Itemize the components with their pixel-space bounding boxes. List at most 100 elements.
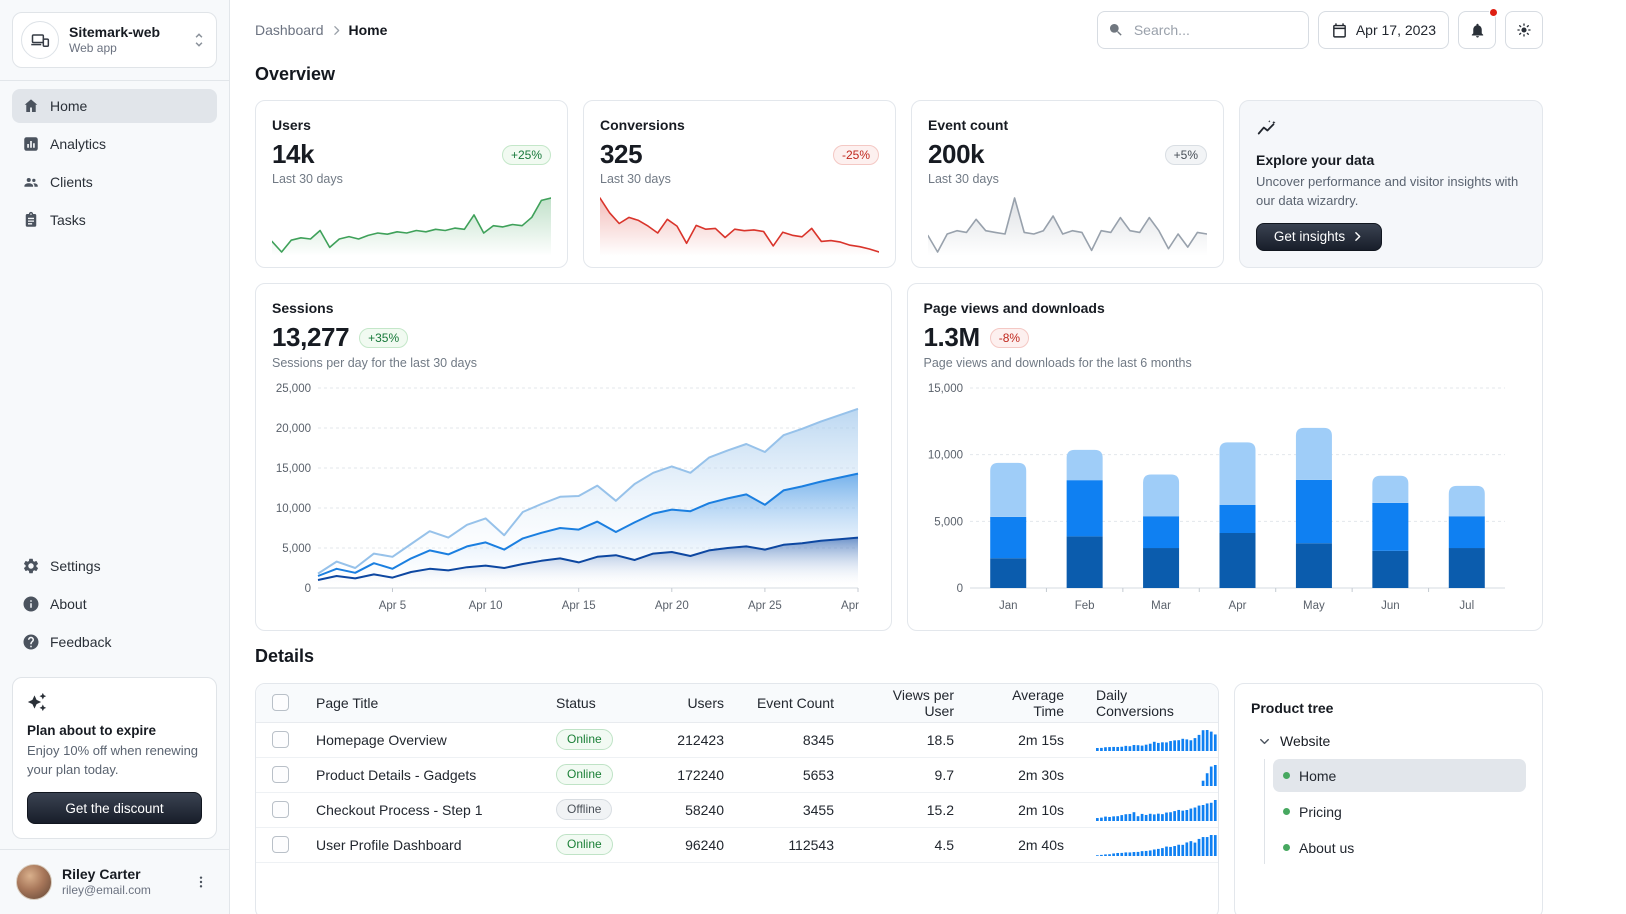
sidebar-item-label: Clients — [50, 174, 93, 190]
stat-card-conversions: Conversions 325 -25% Last 30 days — [583, 100, 896, 268]
table-row: Checkout Process - Step 1 Offline 58240 345… — [256, 792, 1218, 828]
chevron-right-icon — [330, 24, 343, 37]
column-header-page-title: Page Title — [300, 684, 540, 723]
details-table-card: Page Title Status Users Event Count Views pe… — [255, 683, 1219, 914]
status-badge: Online — [556, 834, 613, 855]
sidebar-item-settings[interactable]: Settings — [12, 549, 217, 583]
page-title-cell: Checkout Process - Step 1 — [300, 792, 540, 828]
users-cell: 58240 — [640, 792, 740, 828]
tree-item-home[interactable]: Home — [1273, 759, 1526, 792]
svg-text:0: 0 — [956, 583, 962, 595]
svg-text:Jun: Jun — [1381, 600, 1400, 612]
column-header-status: Status — [540, 684, 640, 723]
sidebar-item-clients[interactable]: Clients — [12, 165, 217, 199]
svg-text:20,000: 20,000 — [276, 423, 311, 435]
unfold-more-icon — [190, 31, 208, 49]
sidebar: Sitemark-web Web app Home Analytics Client… — [0, 0, 230, 914]
daily-conversions-sparkbar — [1096, 834, 1217, 856]
daily-conversions-cell — [1080, 827, 1218, 863]
search-input[interactable] — [1131, 21, 1298, 39]
svg-text:10,000: 10,000 — [276, 503, 311, 515]
row-checkbox[interactable] — [272, 801, 289, 818]
sun-icon — [1517, 23, 1531, 37]
user-row: Riley Carter riley@email.com — [0, 849, 229, 914]
row-checkbox[interactable] — [272, 766, 289, 783]
sidebar-item-about[interactable]: About — [12, 587, 217, 621]
row-checkbox[interactable] — [272, 731, 289, 748]
svg-text:Jan: Jan — [998, 600, 1017, 612]
stat-title: Event count — [928, 117, 1009, 133]
notifications-button[interactable] — [1458, 8, 1498, 49]
page-title-cell: Homepage Overview — [300, 722, 540, 758]
table-row: Homepage Overview Online 212423 8345 18.5 2m … — [256, 722, 1218, 758]
bell-icon — [1471, 23, 1483, 38]
breadcrumb-link-dashboard[interactable]: Dashboard — [255, 22, 324, 38]
tree-item-about-us[interactable]: About us — [1273, 831, 1526, 864]
explore-title: Explore your data — [1256, 152, 1375, 168]
trend-chip: -25% — [832, 144, 879, 165]
stat-title: Conversions — [600, 117, 685, 133]
sparkline — [600, 197, 879, 256]
user-meta: Riley Carter riley@email.com — [62, 865, 179, 899]
tasks-icon — [22, 211, 40, 229]
topbar: Dashboard Home Apr 17, 2023 — [255, 0, 1543, 49]
sidebar-item-home[interactable]: Home — [12, 89, 217, 123]
pageviews-card: Page views and downloads 1.3M -8% Page v… — [906, 283, 1543, 631]
column-header-views-per-user: Views per User — [850, 684, 970, 723]
tree-children: Home Pricing About us — [1264, 759, 1526, 864]
svg-text:May: May — [1303, 600, 1325, 612]
sparkle-icon — [27, 692, 202, 715]
get-insights-button[interactable]: Get insights — [1256, 222, 1382, 251]
daily-conversions-sparkbar — [1096, 799, 1217, 821]
workspace-selector[interactable]: Sitemark-web Web app — [12, 12, 217, 68]
sessions-caption: Sessions per day for the last 30 days — [272, 356, 477, 370]
status-badge: Online — [556, 764, 613, 785]
user-menu-button[interactable] — [189, 870, 213, 894]
trend-chip: +25% — [501, 144, 551, 165]
date-picker-button[interactable]: Apr 17, 2023 — [1317, 11, 1449, 49]
average-time-cell: 2m 10s — [970, 792, 1080, 828]
analytics-icon — [22, 135, 40, 153]
svg-text:15,000: 15,000 — [276, 463, 311, 475]
stat-card-event-count: Event count 200k +5% Last 30 days — [911, 100, 1224, 268]
svg-text:Mar: Mar — [1151, 600, 1171, 612]
tree-node-website[interactable]: Website — [1251, 726, 1526, 756]
sidebar-item-label: About — [50, 596, 87, 613]
plan-body: Enjoy 10% off when renewing your plan to… — [27, 743, 199, 778]
sidebar-item-feedback[interactable]: Feedback — [12, 625, 217, 659]
table-row: Product Details - Gadgets Online 172240 565… — [256, 757, 1218, 793]
row-select-cell — [256, 792, 300, 828]
plan-card: Plan about to expire Enjoy 10% off when … — [12, 677, 217, 839]
column-header-event-count: Event Count — [740, 684, 850, 723]
stat-card-users: Users 14k +25% Last 30 days — [255, 100, 568, 268]
workspace-text: Sitemark-web Web app — [69, 24, 180, 57]
svg-text:15,000: 15,000 — [927, 383, 962, 395]
status-cell: Online — [540, 757, 640, 793]
table-row: User Profile Dashboard Online 96240 112543 4… — [256, 827, 1218, 863]
theme-toggle-button[interactable] — [1505, 11, 1543, 49]
secondary-nav: Settings About Feedback — [0, 541, 229, 667]
page-title-cell: Product Details - Gadgets — [300, 757, 540, 793]
breadcrumb: Dashboard Home — [255, 22, 387, 38]
row-checkbox[interactable] — [272, 836, 289, 853]
sparkline-chart — [272, 194, 551, 256]
product-tree-title: Product tree — [1251, 700, 1334, 716]
pageviews-caption: Page views and downloads for the last 6 … — [923, 356, 1192, 370]
sidebar-item-tasks[interactable]: Tasks — [12, 203, 217, 237]
explore-card: Explore your data Uncover performance and… — [1239, 100, 1543, 268]
select-all-checkbox[interactable] — [272, 694, 289, 712]
average-time-cell: 2m 30s — [970, 757, 1080, 793]
svg-text:0: 0 — [305, 583, 311, 595]
tree-item-pricing[interactable]: Pricing — [1273, 795, 1526, 828]
event-count-cell: 112543 — [740, 827, 850, 863]
event-count-cell: 5653 — [740, 757, 850, 793]
home-icon — [22, 97, 40, 115]
get-discount-button[interactable]: Get the discount — [27, 792, 202, 824]
status-cell: Offline — [540, 792, 640, 828]
sidebar-item-analytics[interactable]: Analytics — [12, 127, 217, 161]
status-badge: Offline — [556, 799, 613, 820]
help-icon — [22, 633, 40, 651]
pageviews-title: Page views and downloads — [923, 300, 1105, 316]
row-select-cell — [256, 827, 300, 863]
